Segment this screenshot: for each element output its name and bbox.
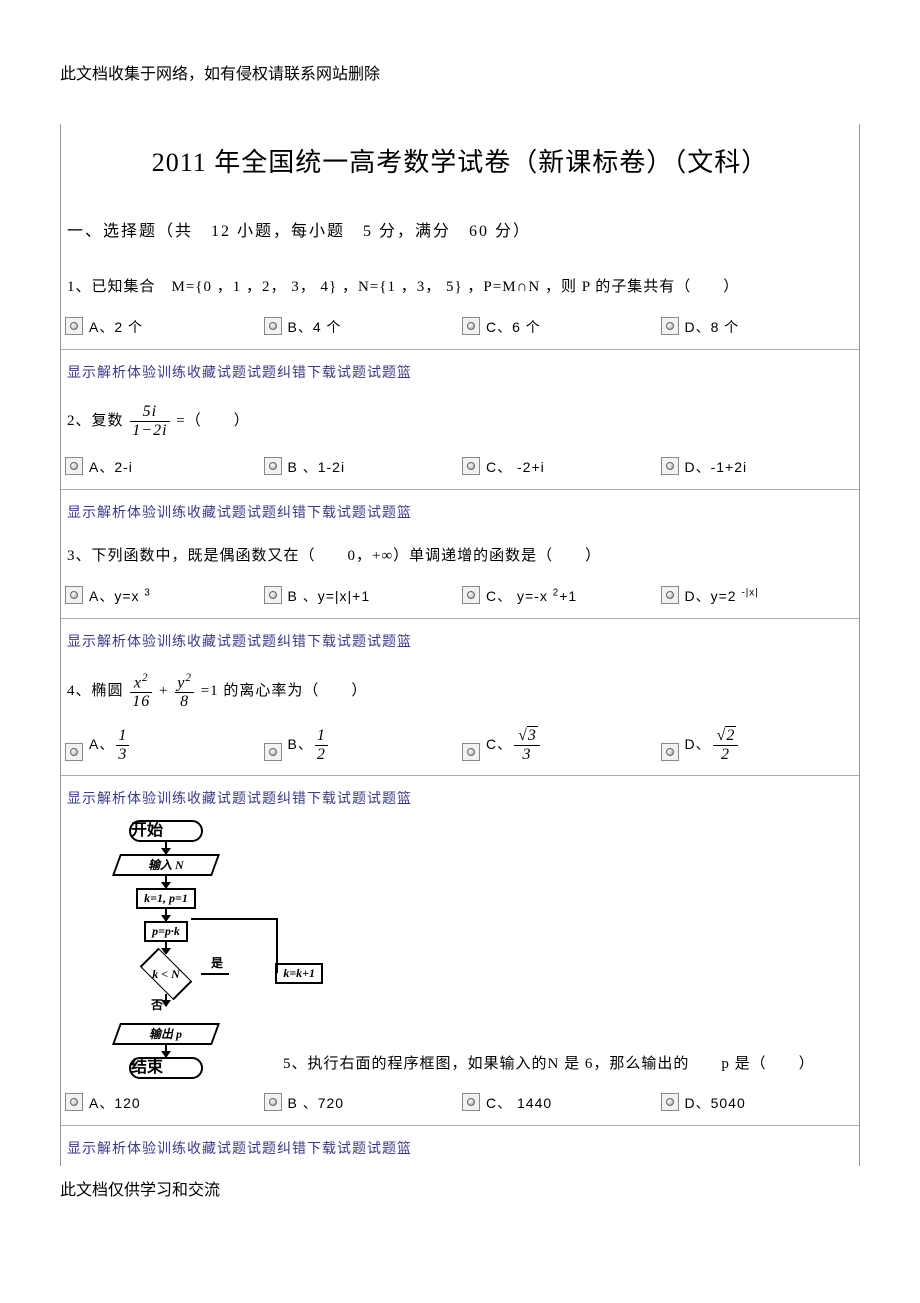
fc-yes: 是 [211, 954, 223, 971]
radio-icon [661, 457, 679, 475]
q2-options: A、2-i B 、1-2i C、 -2+i D、-1+2i [61, 449, 859, 490]
radio-icon [264, 586, 282, 604]
q1-opt-b-label: B、4 个 [288, 317, 342, 339]
q4-opt-a[interactable]: A、13 [63, 724, 262, 769]
exam-frame: 2011 年全国统一高考数学试卷（新课标卷）（文科） 一、选择题（共 12 小题… [60, 124, 860, 1166]
radio-icon [65, 1093, 83, 1111]
q2-opt-a[interactable]: A、2-i [63, 453, 262, 483]
q4-opt-d-label: D、22 [685, 728, 741, 765]
footer-note: 此文档仅供学习和交流 [60, 1166, 860, 1200]
q3-options: A、y=x 3 B 、y=|x|+1 C、 y=-x 2+1 D、y=2 -|x… [61, 578, 859, 619]
q1-opt-d[interactable]: D、8 个 [659, 313, 858, 343]
fc-start: 开始 [129, 820, 203, 842]
radio-icon [264, 743, 282, 761]
q3-opt-b-label: B 、y=|x|+1 [288, 586, 371, 608]
q2-toolbar[interactable]: 显示解析体验训练收藏试题试题纠错下载试题试题篮 [61, 490, 859, 530]
q4-text: 4、椭圆 x216 + y28 =1 的离心率为（ ） [61, 659, 859, 720]
radio-icon [65, 586, 83, 604]
q2-opt-d-label: D、-1+2i [685, 457, 748, 479]
q5-opt-a-label: A、120 [89, 1093, 141, 1115]
question-1: 1、已知集合 M={0 ，1 ，2， 3， 4} ，N={1 ，3， 5} ，P… [61, 261, 859, 390]
q4-opt-b-label: B、12 [288, 728, 330, 765]
radio-icon [661, 586, 679, 604]
q1-opt-a-label: A、2 个 [89, 317, 143, 339]
radio-icon [462, 457, 480, 475]
q5-opt-d[interactable]: D、5040 [659, 1089, 858, 1119]
radio-icon [462, 1093, 480, 1111]
q3-toolbar[interactable]: 显示解析体验训练收藏试题试题纠错下载试题试题篮 [61, 619, 859, 659]
q1-opt-b[interactable]: B、4 个 [262, 313, 461, 343]
q1-opt-c[interactable]: C、6 个 [460, 313, 659, 343]
q4-opt-c-label: C、33 [486, 728, 542, 765]
q4-opt-c[interactable]: C、33 [460, 724, 659, 769]
q5-toolbar[interactable]: 显示解析体验训练收藏试题试题纠错下载试题试题篮 [61, 1126, 859, 1166]
radio-icon [661, 743, 679, 761]
section-heading: 一、选择题（共 12 小题，每小题 5 分，满分 60 分） [61, 209, 859, 261]
fc-decision: k < N [131, 954, 201, 994]
q3-opt-b[interactable]: B 、y=|x|+1 [262, 582, 461, 612]
fc-end: 结束 [129, 1057, 203, 1079]
q3-text: 3、下列函数中，既是偶函数又在（ 0，+∞）单调递增的函数是（ ） [61, 530, 859, 578]
q2-opt-a-label: A、2-i [89, 457, 133, 479]
header-note: 此文档收集于网络，如有侵权请联系网站删除 [60, 60, 860, 84]
q3-opt-a-label: A、y=x 3 [89, 586, 151, 608]
q5-options: A、120 B 、720 C、 1440 D、5040 [61, 1085, 859, 1126]
radio-icon [661, 1093, 679, 1111]
q5-opt-d-label: D、5040 [685, 1093, 746, 1115]
radio-icon [661, 317, 679, 335]
q3-opt-a[interactable]: A、y=x 3 [63, 582, 262, 612]
q4-opt-d[interactable]: D、22 [659, 724, 858, 769]
q2-opt-b-label: B 、1-2i [288, 457, 346, 479]
fc-step3: k=k+1 [275, 963, 323, 984]
fc-output: 输出 p [112, 1023, 220, 1045]
q1-toolbar[interactable]: 显示解析体验训练收藏试题试题纠错下载试题试题篮 [61, 350, 859, 390]
q5-opt-c-label: C、 1440 [486, 1093, 552, 1115]
q1-opt-a[interactable]: A、2 个 [63, 313, 262, 343]
question-4: 4、椭圆 x216 + y28 =1 的离心率为（ ） A、13 B、12 C、… [61, 659, 859, 816]
q5-opt-c[interactable]: C、 1440 [460, 1089, 659, 1119]
fc-step2: p=p·k [144, 921, 188, 942]
radio-icon [264, 457, 282, 475]
question-3: 3、下列函数中，既是偶函数又在（ 0，+∞）单调递增的函数是（ ） A、y=x … [61, 530, 859, 659]
q1-text: 1、已知集合 M={0 ，1 ，2， 3， 4} ，N={1 ，3， 5} ，P… [61, 261, 859, 309]
q3-opt-d[interactable]: D、y=2 -|x| [659, 582, 858, 612]
radio-icon [65, 317, 83, 335]
exam-title: 2011 年全国统一高考数学试卷（新课标卷）（文科） [61, 124, 859, 209]
q1-opt-d-label: D、8 个 [685, 317, 740, 339]
q3-opt-c[interactable]: C、 y=-x 2+1 [460, 582, 659, 612]
radio-icon [65, 457, 83, 475]
q4-options: A、13 B、12 C、33 D、22 [61, 720, 859, 776]
q2-opt-c-label: C、 -2+i [486, 457, 545, 479]
fc-no: 否 [151, 996, 361, 1013]
q4-frac1: x216 [130, 673, 152, 710]
q2-opt-d[interactable]: D、-1+2i [659, 453, 858, 483]
question-5: 开始 输入 N k=1, p=1 p=p·k k < N [61, 816, 859, 1166]
radio-icon [264, 1093, 282, 1111]
fc-step1: k=1, p=1 [136, 888, 196, 909]
q5-opt-b-label: B 、720 [288, 1093, 345, 1115]
radio-icon [462, 586, 480, 604]
question-2: 2、复数 5i1−2i =（ ） A、2-i B 、1-2i C、 -2+i D… [61, 390, 859, 530]
radio-icon [462, 743, 480, 761]
q4-frac2: y28 [175, 673, 194, 710]
q2-opt-b[interactable]: B 、1-2i [262, 453, 461, 483]
q4-opt-b[interactable]: B、12 [262, 724, 461, 769]
q3-opt-c-label: C、 y=-x 2+1 [486, 586, 577, 608]
fc-input: 输入 N [112, 854, 220, 876]
q3-opt-d-label: D、y=2 -|x| [685, 586, 759, 608]
q2-opt-c[interactable]: C、 -2+i [460, 453, 659, 483]
q2-text: 2、复数 5i1−2i =（ ） [61, 390, 859, 449]
q4-opt-a-label: A、13 [89, 728, 131, 765]
q5-opt-a[interactable]: A、120 [63, 1089, 262, 1119]
q5-opt-b[interactable]: B 、720 [262, 1089, 461, 1119]
q2-fraction: 5i1−2i [130, 404, 169, 439]
radio-icon [462, 317, 480, 335]
radio-icon [264, 317, 282, 335]
radio-icon [65, 743, 83, 761]
q1-opt-c-label: C、6 个 [486, 317, 541, 339]
q4-toolbar[interactable]: 显示解析体验训练收藏试题试题纠错下载试题试题篮 [61, 776, 859, 816]
q1-options: A、2 个 B、4 个 C、6 个 D、8 个 [61, 309, 859, 350]
q5-text: 5、执行右面的程序框图，如果输入的N 是 6，那么输出的 p 是（ ） [271, 1052, 859, 1085]
flowchart-figure: 开始 输入 N k=1, p=1 p=p·k k < N [61, 816, 271, 1085]
